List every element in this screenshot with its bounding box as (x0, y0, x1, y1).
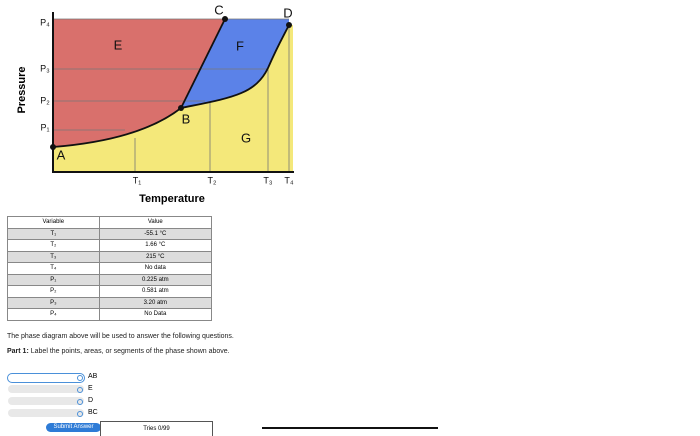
variable-cell: T₃ (7, 250, 100, 263)
answer-dropdown[interactable] (7, 373, 85, 383)
region-f (181, 19, 289, 108)
part-label: Part 1: (7, 348, 29, 355)
answer-option: AB (88, 373, 98, 380)
table-row: T₃ 215 °C (7, 250, 213, 263)
value-cell: 1.66 °C (98, 239, 213, 252)
guide-lines (53, 18, 290, 172)
y-axis-label: Pressure (16, 66, 28, 113)
boundary-bd (180, 24, 290, 109)
data-table: Variable Value T₁ -55.1 °C T₂ 1.66 °C T₃ 215 … (7, 216, 213, 321)
variable-cell: T₁ (7, 227, 100, 240)
tries-counter: Tries 0/99 (100, 421, 213, 436)
value-cell: 215 °C (98, 250, 213, 263)
header-cell: Variable (7, 216, 100, 229)
answer-dropdown[interactable] (8, 397, 84, 405)
point-d (286, 22, 292, 28)
dropdown-knob (77, 387, 83, 393)
dropdown-knob (77, 375, 83, 381)
variable-cell: T₂ (7, 239, 100, 252)
points (50, 16, 292, 150)
table-row: T₂ 1.66 °C (7, 239, 213, 252)
boundary-ab (52, 107, 182, 148)
phase-boundaries (52, 18, 290, 148)
value-cell: 3.20 atm (98, 296, 213, 309)
variable-cell: P₃ (7, 296, 100, 309)
part-prompt: Label the points, areas, or segments of … (30, 348, 230, 355)
x-axis-label: Temperature (139, 193, 205, 205)
answer-option: E (88, 385, 93, 392)
answer-dropdown[interactable] (8, 385, 84, 393)
phase-diagram: P₄ P₃ P₂ P₁ T₁ T₂ T₃ T₄ A B C D E F G Pr… (16, 2, 294, 205)
table-row: P₃ 3.20 atm (7, 296, 213, 309)
boundary-bc (180, 18, 226, 109)
value-cell: 0.581 atm (98, 285, 213, 298)
table-row: P₄ No Data (7, 308, 213, 321)
submit-button[interactable]: Submit Answer (46, 423, 101, 432)
dropdown-knob (77, 411, 83, 417)
intro-text: The phase diagram above will be used to … (7, 333, 234, 340)
pressure-ticks: P₄ P₃ P₂ P₁ (40, 17, 50, 132)
variable-cell: P₁ (7, 273, 100, 286)
table-row: P₁ 0.225 atm (7, 273, 213, 286)
table-row: P₂ 0.581 atm (7, 285, 213, 298)
table-header: Variable Value (7, 216, 213, 229)
region-g (53, 25, 293, 172)
tick-label: P₁ (40, 122, 49, 132)
region-label: G (241, 130, 251, 145)
point-a (50, 144, 56, 150)
point-c (222, 16, 228, 22)
tick-label: T₂ (208, 175, 217, 185)
value-cell: No data (98, 262, 213, 275)
point-label: D (283, 5, 292, 20)
variable-cell: P₂ (7, 285, 100, 298)
value-cell: -55.1 °C (98, 227, 213, 240)
labels: A B C D E F G (57, 2, 293, 162)
tick-label: P₄ (40, 17, 50, 27)
tick-label: P₃ (40, 63, 50, 73)
tick-label: T₁ (133, 175, 142, 185)
variable-cell: T₄ (7, 262, 100, 275)
value-cell: 0.225 atm (98, 273, 213, 286)
answer-dropdown[interactable] (8, 409, 84, 417)
region-label: F (236, 38, 244, 53)
variable-cell: P₄ (7, 308, 100, 321)
header-cell: Value (98, 216, 213, 229)
region-label: E (114, 37, 123, 52)
table-row: T₁ -55.1 °C (7, 227, 213, 240)
answer-option: BC (88, 409, 98, 416)
scroll-bar (262, 427, 438, 429)
temperature-ticks: T₁ T₂ T₃ T₄ (133, 175, 294, 185)
table-row: T₄ No data (7, 262, 213, 275)
point-b (178, 105, 184, 111)
region-e (53, 19, 225, 147)
point-label: C (214, 2, 223, 17)
point-label: A (57, 147, 66, 162)
point-label: B (182, 111, 191, 126)
tick-label: P₂ (40, 95, 50, 105)
value-cell: No Data (98, 308, 213, 321)
answer-option: D (88, 397, 94, 404)
dropdown-knob (77, 399, 83, 405)
tick-label: T₄ (284, 175, 293, 185)
tick-label: T₃ (263, 175, 272, 185)
part-text: Part 1: Label the points, areas, or segm… (7, 348, 230, 355)
